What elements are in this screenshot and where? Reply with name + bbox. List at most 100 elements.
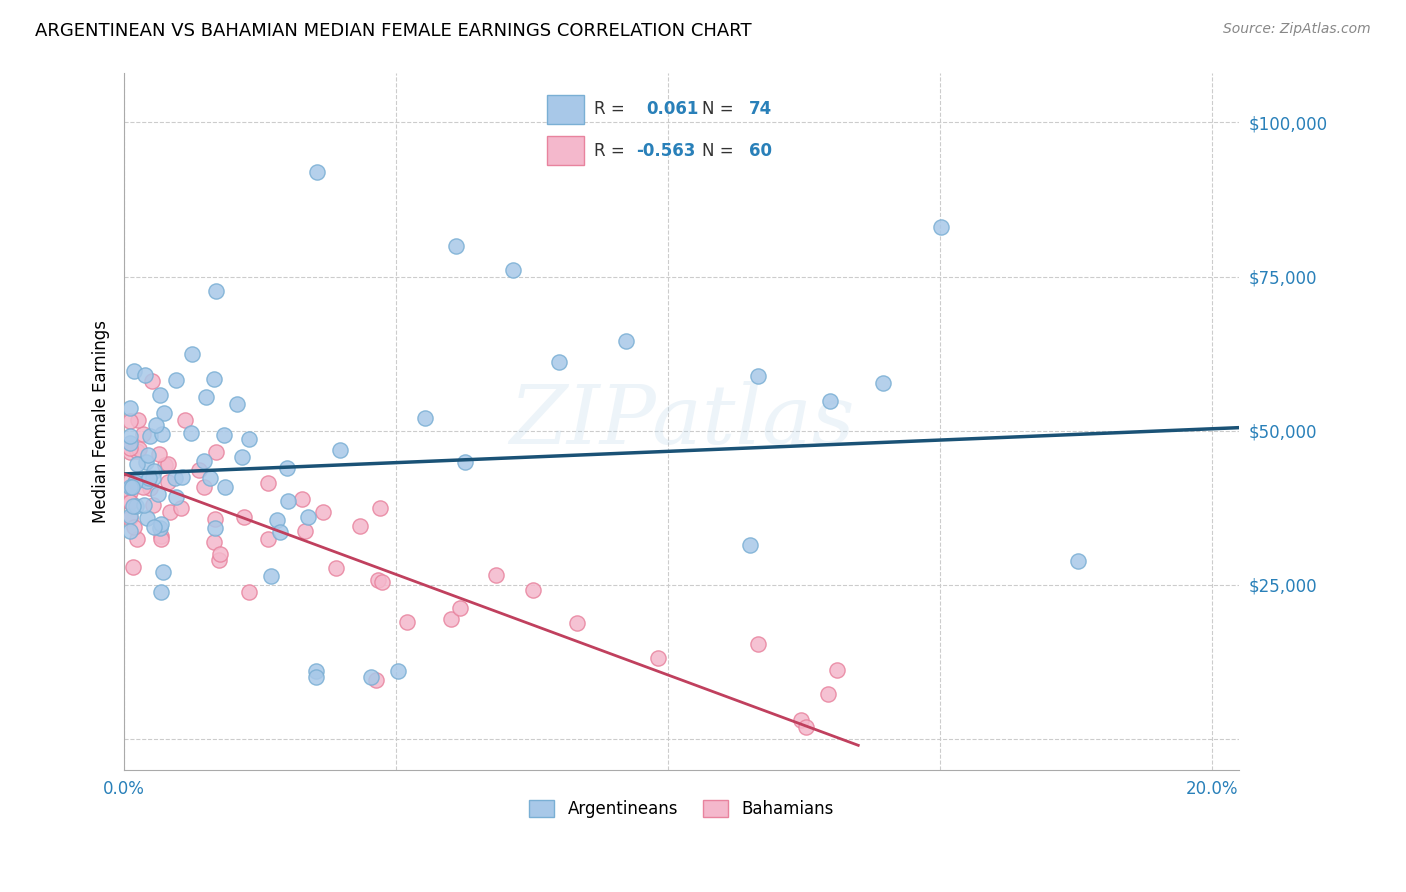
Point — [118, 414, 141, 428]
Point — [180, 425, 202, 440]
Point — [502, 263, 524, 277]
Point — [152, 406, 174, 420]
Text: ARGENTINEAN VS BAHAMIAN MEDIAN FEMALE EARNINGS CORRELATION CHART: ARGENTINEAN VS BAHAMIAN MEDIAN FEMALE EA… — [35, 22, 752, 40]
Point — [136, 475, 159, 489]
Point — [277, 493, 299, 508]
Point — [349, 519, 371, 533]
Point — [297, 510, 319, 524]
Point — [132, 480, 155, 494]
Point — [128, 442, 150, 456]
Point — [387, 665, 409, 679]
Point — [163, 471, 186, 485]
Point — [820, 394, 842, 409]
Point — [165, 491, 187, 505]
Point — [124, 475, 146, 489]
Point — [616, 334, 638, 348]
Point — [138, 448, 160, 462]
Point — [169, 501, 191, 516]
Point — [238, 585, 260, 599]
Point — [118, 445, 141, 459]
Point — [156, 475, 179, 490]
Point — [142, 464, 165, 478]
Point — [790, 713, 813, 727]
Point — [141, 375, 163, 389]
Point — [329, 442, 352, 457]
Point — [647, 651, 669, 665]
Point — [153, 458, 176, 472]
Point — [146, 487, 169, 501]
Point — [118, 509, 141, 524]
Point — [193, 480, 215, 494]
Point — [118, 474, 141, 488]
Point — [276, 461, 298, 475]
Point — [872, 376, 894, 391]
Point — [825, 663, 848, 677]
Point — [118, 480, 141, 494]
Point — [135, 511, 157, 525]
Point — [208, 547, 231, 561]
Point — [132, 499, 155, 513]
Point — [929, 220, 952, 235]
Point — [231, 450, 253, 465]
Point — [145, 417, 167, 432]
Point — [148, 446, 170, 460]
Point — [522, 582, 544, 597]
Point — [139, 429, 162, 443]
Point — [794, 720, 817, 734]
Point — [135, 455, 157, 469]
Point — [238, 432, 260, 446]
Point — [204, 511, 226, 525]
Point — [180, 347, 202, 361]
Point — [214, 479, 236, 493]
Point — [449, 600, 471, 615]
Point — [118, 429, 141, 443]
Point — [157, 457, 180, 471]
Point — [173, 413, 195, 427]
Point — [159, 505, 181, 519]
Point — [413, 411, 436, 425]
Point — [165, 373, 187, 387]
Point — [208, 553, 231, 567]
Point — [565, 615, 588, 630]
Legend: Argentineans, Bahamians: Argentineans, Bahamians — [523, 793, 841, 824]
Point — [364, 673, 387, 687]
Point — [817, 687, 839, 701]
Point — [118, 401, 141, 416]
Point — [120, 436, 142, 450]
Point — [187, 463, 209, 477]
Point — [444, 238, 467, 252]
Point — [127, 413, 149, 427]
Point — [134, 368, 156, 382]
Point — [127, 444, 149, 458]
Point — [139, 481, 162, 495]
Point — [122, 519, 145, 533]
Point — [150, 516, 173, 531]
Point — [226, 397, 249, 411]
Point — [204, 521, 226, 535]
Point — [440, 612, 463, 626]
Point — [118, 495, 141, 509]
Point — [747, 369, 769, 384]
Y-axis label: Median Female Earnings: Median Female Earnings — [93, 320, 110, 523]
Point — [122, 499, 145, 513]
Point — [269, 524, 291, 539]
Point — [149, 388, 172, 402]
Point — [212, 428, 235, 442]
Point — [118, 485, 141, 500]
Point — [547, 355, 569, 369]
Point — [204, 284, 226, 298]
Point — [485, 568, 508, 582]
Point — [121, 480, 143, 494]
Point — [205, 445, 228, 459]
Point — [125, 499, 148, 513]
Point — [305, 164, 328, 178]
Point — [257, 476, 280, 491]
Point — [395, 615, 418, 629]
Point — [371, 575, 394, 590]
Point — [193, 453, 215, 467]
Point — [118, 511, 141, 525]
Point — [202, 535, 225, 549]
Text: ZIPatlas: ZIPatlas — [509, 382, 855, 461]
Point — [198, 471, 221, 485]
Point — [202, 372, 225, 386]
